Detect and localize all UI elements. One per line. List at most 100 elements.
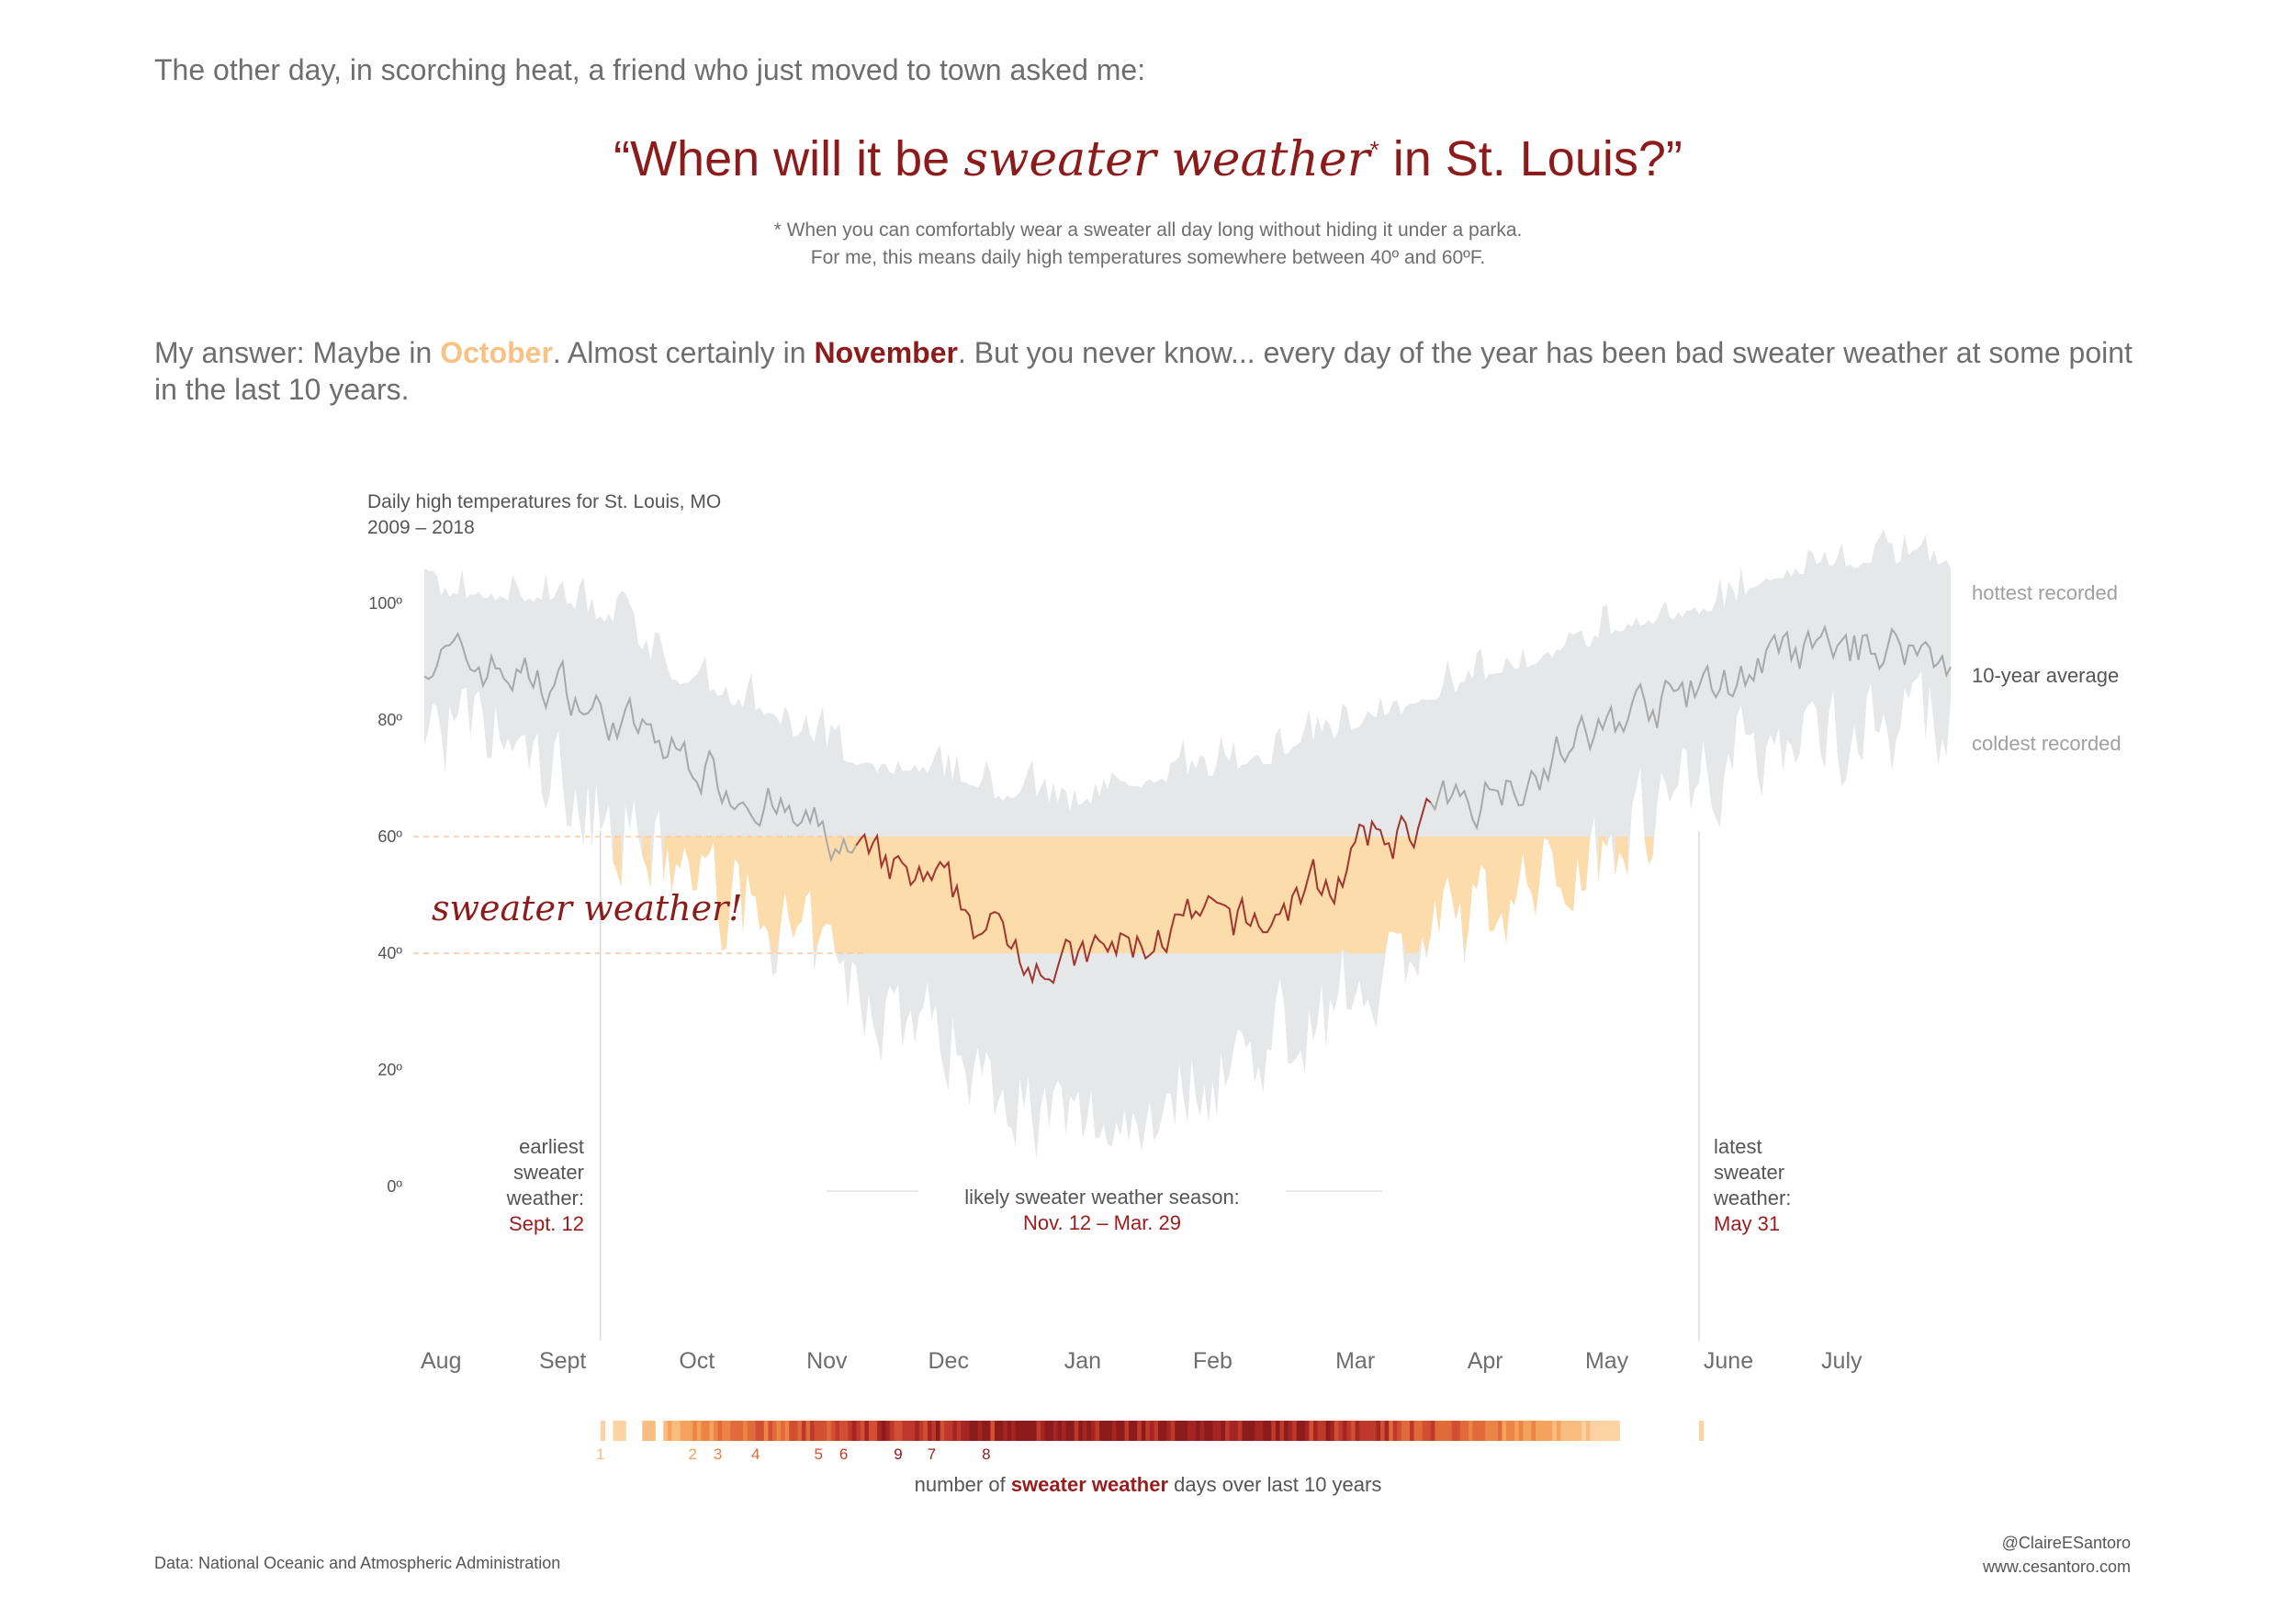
strip-day: [1317, 1421, 1322, 1441]
strip-day: [944, 1421, 950, 1441]
strip-count-label: 1: [596, 1445, 604, 1463]
strip-day: [1699, 1421, 1705, 1441]
earliest-annotation: earliest sweater weather: Sept. 12: [507, 1134, 584, 1237]
strip-day: [1611, 1421, 1616, 1441]
month-label: May: [1584, 1348, 1629, 1374]
strip-day: [1052, 1421, 1059, 1441]
strip-day: [1593, 1421, 1600, 1441]
strip-day: [1132, 1421, 1138, 1441]
strip-day: [738, 1421, 744, 1441]
strip-day: [1296, 1421, 1301, 1441]
strip-day: [940, 1421, 945, 1441]
strip-day: [1363, 1421, 1368, 1441]
strip-day: [1325, 1421, 1331, 1441]
strip-day: [1573, 1421, 1579, 1441]
strip-day: [1229, 1421, 1234, 1441]
strip-day: [1569, 1421, 1574, 1441]
season-boundary-lines: [600, 831, 1700, 1341]
strip-day: [827, 1421, 832, 1441]
strip-day: [1346, 1421, 1352, 1441]
strip-day: [1330, 1421, 1335, 1441]
strip-day: [1245, 1421, 1252, 1441]
strip-day: [1401, 1421, 1407, 1441]
strip-day: [747, 1421, 752, 1441]
strip-day: [647, 1421, 652, 1441]
strip-day: [1376, 1421, 1381, 1441]
average-line-after-season: [1429, 624, 1952, 831]
strip-day: [1342, 1421, 1348, 1441]
headline-star: *: [1369, 136, 1379, 163]
strip-day: [1518, 1421, 1524, 1441]
sweater-weather-area: [613, 837, 1653, 953]
strip-day: [784, 1421, 790, 1441]
strip-day: [923, 1421, 929, 1441]
strip-day: [1506, 1421, 1512, 1441]
strip-day: [1275, 1421, 1281, 1441]
strip-day: [743, 1421, 748, 1441]
strip-day: [1217, 1421, 1222, 1441]
strip-day: [910, 1421, 916, 1441]
strip-day: [1111, 1421, 1117, 1441]
strip-day: [927, 1421, 933, 1441]
strip-day: [1413, 1421, 1419, 1441]
strip-day: [1204, 1421, 1210, 1441]
strip-day: [789, 1421, 794, 1441]
strip-day: [676, 1421, 681, 1441]
strip-day: [717, 1421, 723, 1441]
strip-day: [810, 1421, 816, 1441]
strip-day: [1003, 1421, 1008, 1441]
strip-day: [1108, 1421, 1113, 1441]
strip-day: [1493, 1421, 1499, 1441]
strip-day: [1439, 1421, 1445, 1441]
month-label: Nov: [806, 1348, 848, 1374]
strip-day: [1116, 1421, 1121, 1441]
strip-day: [772, 1421, 778, 1441]
strip-day: [1371, 1421, 1378, 1441]
strip-day: [760, 1421, 765, 1441]
y-tick-label: 0º: [387, 1177, 402, 1196]
earliest-line1: earliest: [519, 1135, 584, 1158]
month-label: Feb: [1192, 1348, 1232, 1374]
strip-day: [1175, 1421, 1180, 1441]
strip-day: [860, 1421, 866, 1441]
strip-day: [1187, 1421, 1193, 1441]
strip-day: [600, 1421, 605, 1441]
strip-day: [1250, 1421, 1255, 1441]
strip-day: [1585, 1421, 1591, 1441]
strip-day: [918, 1421, 924, 1441]
strip-day: [1539, 1421, 1545, 1441]
strip-day: [1212, 1421, 1218, 1441]
strip-day: [642, 1421, 647, 1441]
y-tick-label: 100º: [368, 594, 402, 613]
strip-day: [885, 1421, 891, 1441]
credit-handle: @ClaireESantoro: [2001, 1534, 2131, 1552]
strip-day: [1309, 1421, 1314, 1441]
strip-day: [814, 1421, 819, 1441]
strip-day: [1514, 1421, 1520, 1441]
strip-count-label: 5: [814, 1445, 822, 1463]
answer-november: November: [814, 336, 958, 369]
strip-day: [1242, 1421, 1247, 1441]
strip-day: [915, 1421, 920, 1441]
strip-day: [704, 1421, 711, 1441]
answer-paragraph: My answer: Maybe in October. Almost cert…: [154, 334, 2156, 408]
strip-day: [1577, 1421, 1582, 1441]
data-source: Data: National Oceanic and Atmospheric A…: [154, 1554, 561, 1572]
month-label: Jan: [1064, 1348, 1101, 1374]
credit: @ClaireESantoro www.cesantoro.com: [1983, 1531, 2131, 1579]
strip-day: [1426, 1421, 1432, 1441]
strip-count-label: 2: [688, 1445, 696, 1463]
legend-hottest: hottest recorded: [1972, 581, 2118, 604]
month-label: Dec: [928, 1348, 969, 1374]
y-axis: 0º 20º 40º 60º 80º 100º: [368, 594, 402, 1196]
strip-day: [1191, 1421, 1197, 1441]
strip-day: [1359, 1421, 1365, 1441]
strip-day: [696, 1421, 702, 1441]
strip-day: [1581, 1421, 1587, 1441]
month-label: July: [1821, 1348, 1863, 1374]
chart-title-line1: Daily high temperatures for St. Louis, M…: [367, 491, 722, 512]
strip-day: [1472, 1421, 1478, 1441]
strip-day: [1007, 1421, 1012, 1441]
strip-day: [1526, 1421, 1532, 1441]
